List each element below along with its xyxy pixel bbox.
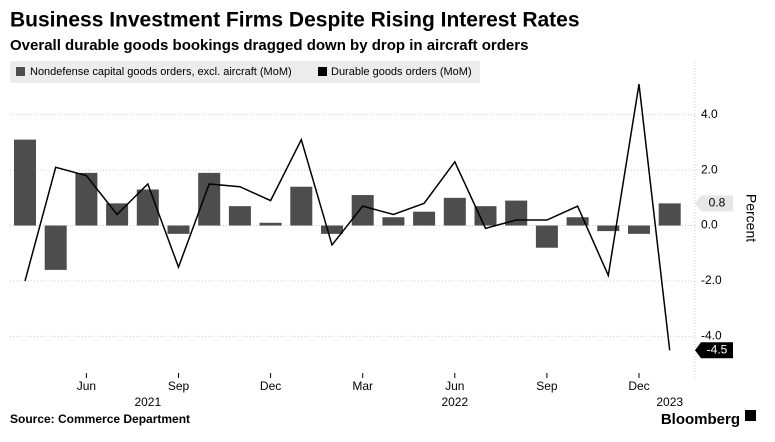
legend-swatch xyxy=(318,67,327,76)
x-tick-label: Sep xyxy=(168,379,190,393)
legend-swatch xyxy=(16,67,25,76)
bar xyxy=(259,222,282,226)
bar xyxy=(658,203,681,226)
x-tick-label: Mar xyxy=(352,379,373,393)
x-tick-label: Dec xyxy=(628,379,649,393)
legend-label: Nondefense capital goods orders, excl. a… xyxy=(30,66,292,78)
bar xyxy=(167,225,190,234)
x-tick-label: Jun xyxy=(77,379,96,393)
y-tick-label: -2.0 xyxy=(701,273,722,287)
bar xyxy=(413,211,436,226)
bar xyxy=(14,139,36,226)
chart-title: Business Investment Firms Despite Rising… xyxy=(10,9,580,32)
bar xyxy=(474,206,497,226)
y-tick-label: -4.0 xyxy=(701,329,722,343)
year-label: 2023 xyxy=(656,395,683,409)
bar xyxy=(535,225,558,248)
brand-icon xyxy=(745,410,756,421)
x-tick-label: Sep xyxy=(536,379,558,393)
year-label: 2021 xyxy=(134,395,161,409)
line xyxy=(24,84,671,351)
bar xyxy=(228,206,251,226)
bar xyxy=(198,172,221,226)
legend-bg xyxy=(10,61,480,83)
bar xyxy=(351,195,374,226)
bar xyxy=(75,172,98,226)
bar xyxy=(136,189,159,226)
y-tick-label: 2.0 xyxy=(701,162,718,176)
bar xyxy=(321,225,343,234)
bar xyxy=(382,217,405,226)
source: Source: Commerce Department xyxy=(10,412,190,426)
y-tick-label: 4.0 xyxy=(701,107,718,121)
brand: Bloomberg xyxy=(661,411,740,428)
value-label: -4.5 xyxy=(707,342,728,356)
x-tick-label: Jun xyxy=(445,379,464,393)
bar xyxy=(44,225,67,270)
value-tag xyxy=(695,342,733,359)
bar xyxy=(443,197,466,226)
value-label: 0.8 xyxy=(709,196,726,210)
y-tick-label: 0.0 xyxy=(701,218,718,232)
bar xyxy=(628,225,650,234)
bar xyxy=(597,225,620,232)
chart-subtitle: Overall durable goods bookings dragged d… xyxy=(10,37,528,54)
y-axis-label: Percent xyxy=(743,194,759,242)
bar xyxy=(290,186,313,226)
year-label: 2022 xyxy=(441,395,468,409)
legend-label: Durable goods orders (MoM) xyxy=(331,66,472,78)
x-tick-label: Dec xyxy=(260,379,281,393)
bar xyxy=(566,217,589,226)
value-tag xyxy=(695,195,733,212)
